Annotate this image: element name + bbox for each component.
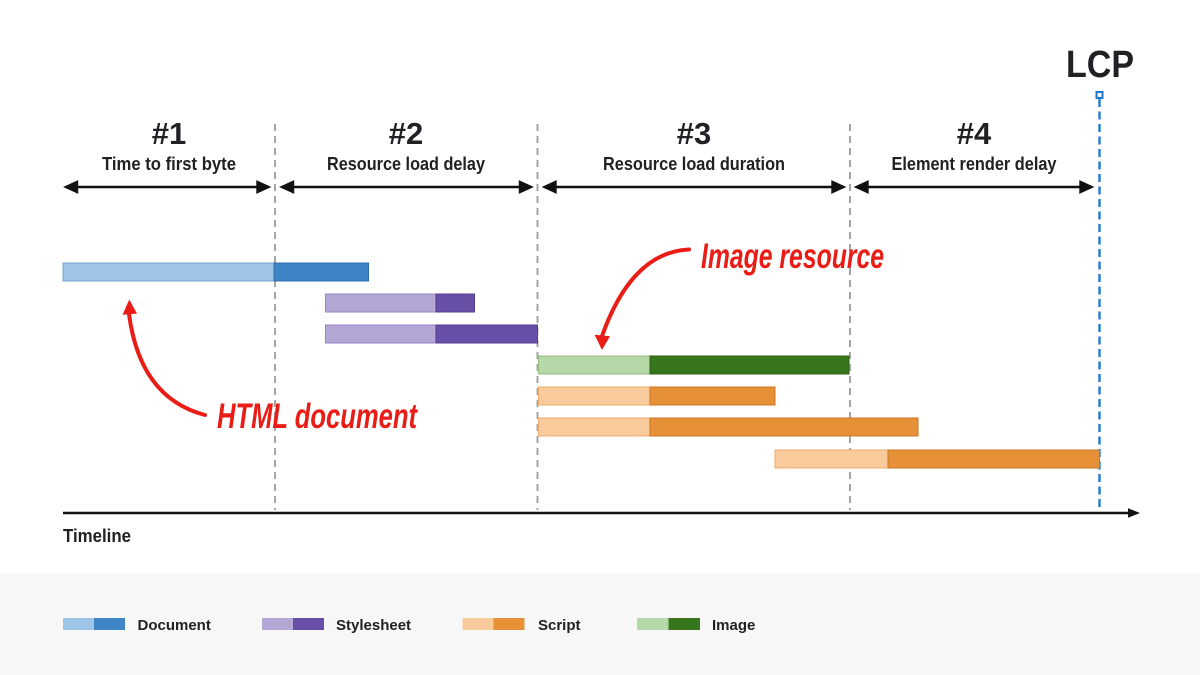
- svg-text:Script: Script: [538, 617, 581, 634]
- svg-text:Resource load duration: Resource load duration: [603, 153, 785, 174]
- svg-text:Resource load delay: Resource load delay: [327, 153, 486, 174]
- svg-text:Image: Image: [712, 617, 755, 634]
- svg-text:#2: #2: [389, 116, 423, 151]
- svg-text:Timeline: Timeline: [63, 525, 131, 546]
- svg-text:Stylesheet: Stylesheet: [336, 617, 411, 634]
- svg-text:HTML document: HTML document: [217, 397, 418, 436]
- svg-text:Image resource: Image resource: [701, 237, 884, 276]
- svg-text:#4: #4: [957, 116, 992, 151]
- svg-text:Time to first byte: Time to first byte: [102, 153, 236, 174]
- svg-text:Document: Document: [138, 617, 211, 634]
- svg-text:#3: #3: [677, 116, 711, 151]
- svg-text:#1: #1: [152, 116, 186, 151]
- svg-text:LCP: LCP: [1066, 44, 1134, 86]
- svg-text:Element render delay: Element render delay: [892, 153, 1058, 174]
